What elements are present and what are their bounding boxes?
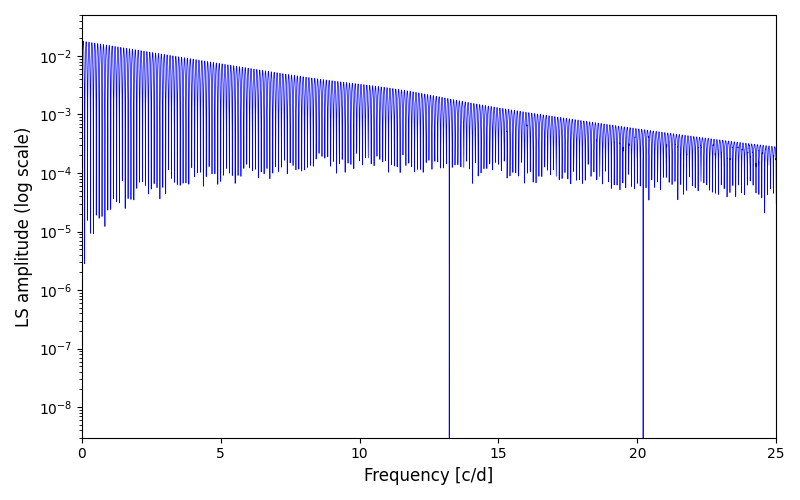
X-axis label: Frequency [c/d]: Frequency [c/d] [364, 467, 494, 485]
Y-axis label: LS amplitude (log scale): LS amplitude (log scale) [15, 126, 33, 326]
